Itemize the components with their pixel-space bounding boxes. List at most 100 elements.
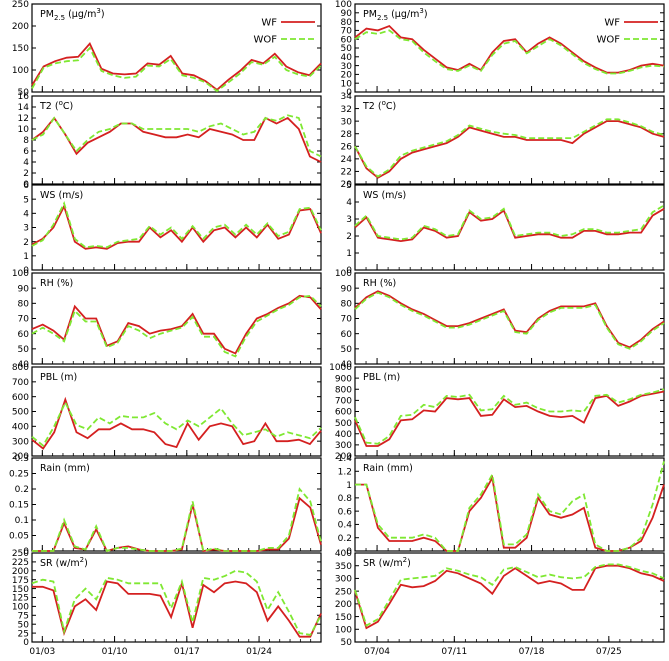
series-line-wof <box>354 291 665 350</box>
legend-label-wof: WOF <box>596 35 620 46</box>
panel-label: WS (m/s) <box>363 190 406 201</box>
y-tick-label: 900 <box>335 374 352 384</box>
y-tick-label: 125 <box>12 594 29 604</box>
y-tick-label: 2 <box>23 238 29 248</box>
panel-label: RH (%) <box>40 278 73 289</box>
y-tick-label: 4 <box>23 210 29 220</box>
y-tick-label: 20 <box>341 71 353 81</box>
y-tick-label: 24 <box>341 155 353 165</box>
series-line-wf <box>32 496 322 553</box>
y-tick-label: 20 <box>341 180 353 190</box>
series-line-wf <box>354 390 665 447</box>
panel-label: PBL (m) <box>363 372 400 383</box>
label-main: T2 <box>39 101 52 112</box>
panel-label: WS (m/s) <box>40 190 83 201</box>
y-tick-label: 5 <box>23 195 29 205</box>
series-line-wof <box>31 400 322 447</box>
label-main: SR (w/m <box>363 558 403 569</box>
label-end: C) <box>386 101 396 112</box>
series-line-wof <box>354 204 665 241</box>
y-tick-label: 10 <box>18 125 30 135</box>
y-tick-label: 400 <box>335 549 352 559</box>
y-tick-label: 50 <box>341 345 353 355</box>
x-tick-label: 07/11 <box>441 647 467 657</box>
y-tick-label: 0.15 <box>9 501 29 511</box>
panel-1-2: 0 1 2 3 4 5 WS (m/s) <box>346 181 665 276</box>
y-tick-label: 34 <box>341 92 353 102</box>
y-tick-label: 500 <box>12 408 29 418</box>
y-tick-label: 0 <box>346 88 352 98</box>
y-tick-label: 0.6 <box>338 507 353 517</box>
panel-1-5: 0 0.2 0.4 0.6 0.8 1 1.2 1.4 Rain (mm) <box>338 454 665 557</box>
y-tick-label: 500 <box>335 419 352 429</box>
label-end: C) <box>63 101 73 112</box>
legend-label-wf: WF <box>604 18 620 29</box>
panel-0-0: 50 100 150 200 250 PM2.5 (μg/m3) WF WOF <box>12 0 322 98</box>
y-tick-label: 12 <box>18 114 29 124</box>
panel-1-1: 20 22 24 26 28 30 32 34 T2 (oC) <box>341 92 665 190</box>
y-tick-label: 70 <box>341 315 353 325</box>
y-tick-label: 50 <box>341 44 353 54</box>
y-tick-label: 100 <box>335 0 352 10</box>
y-tick-label: 0.4 <box>338 521 353 531</box>
y-tick-label: 100 <box>335 625 352 635</box>
y-tick-label: 50 <box>18 620 30 630</box>
series-line-wof <box>31 46 322 93</box>
panel-label: PM2.5 (μg/m3) <box>40 7 105 22</box>
y-tick-label: 40 <box>341 53 353 63</box>
label-main: RH (%) <box>40 278 73 289</box>
series-line-wf <box>354 290 665 349</box>
y-tick-label: 6 <box>23 147 29 157</box>
y-tick-label: 70 <box>341 27 353 37</box>
y-tick-label: 0 <box>23 638 29 648</box>
label-main: T2 <box>362 101 375 112</box>
x-tick-label: 07/18 <box>519 647 545 657</box>
label-main: PBL (m) <box>40 372 77 383</box>
y-tick-label: 1 <box>346 249 352 259</box>
y-tick-label: 50 <box>18 345 30 355</box>
x-tick-label: 01/03 <box>29 647 55 657</box>
y-tick-label: 800 <box>12 363 29 373</box>
y-tick-label: 250 <box>12 0 29 10</box>
label-superscript: 3 <box>96 7 100 15</box>
panel-label: SR (w/m2) <box>40 556 88 569</box>
y-tick-label: 1.4 <box>338 454 353 464</box>
label-end: ) <box>101 9 105 20</box>
series-line-wf <box>31 41 322 91</box>
panel-frame <box>31 272 322 365</box>
y-tick-label: 4 <box>23 158 29 168</box>
y-tick-label: 250 <box>335 587 352 597</box>
y-tick-label: 22 <box>341 168 352 178</box>
series-line-wf <box>31 116 322 163</box>
y-tick-label: 25 <box>18 629 29 639</box>
y-tick-label: 800 <box>335 385 352 395</box>
y-tick-label: 175 <box>12 576 29 586</box>
series-line-wof <box>354 563 665 627</box>
y-tick-label: 100 <box>12 603 29 613</box>
y-tick-label: 90 <box>341 284 353 294</box>
x-tick-label: 01/17 <box>174 647 200 657</box>
y-tick-label: 60 <box>341 35 353 45</box>
y-tick-label: 400 <box>12 423 29 433</box>
y-tick-label: 75 <box>18 612 29 622</box>
panel-frame <box>354 95 665 185</box>
panel-1-3: 40 50 60 70 80 90 100 RH (%) <box>335 269 665 370</box>
y-tick-label: 150 <box>12 585 29 595</box>
series-line-wf <box>31 294 322 355</box>
x-tick-label: 07/04 <box>364 647 390 657</box>
panel-label: T2 (oC) <box>39 99 73 112</box>
series-line-wf <box>32 579 322 638</box>
panel-1-6: 50 100 150 200 250 300 350 400 07/04 07/11 07/18 07… <box>335 549 665 657</box>
y-tick-label: 40 <box>18 360 30 370</box>
panel-frame <box>31 95 322 185</box>
y-tick-label: 300 <box>12 437 29 447</box>
panel-label: T2 (oC) <box>362 99 396 112</box>
y-tick-label: 80 <box>341 18 353 28</box>
label-superscript: 2 <box>80 556 84 564</box>
y-tick-label: 0.25 <box>9 470 29 480</box>
panel-label: PM2.5 (μg/m3) <box>363 7 428 22</box>
y-tick-label: 0 <box>23 266 29 276</box>
